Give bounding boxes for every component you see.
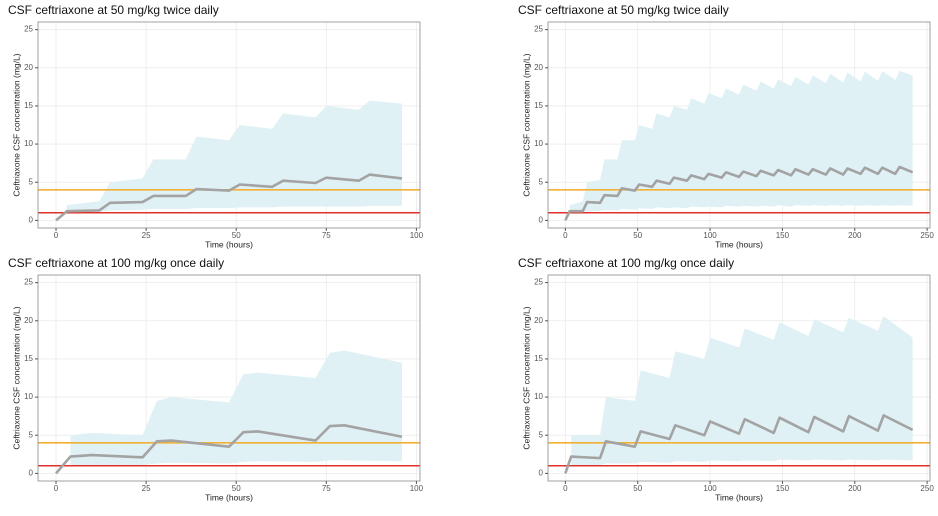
chart-title: CSF ceftriaxone at 100 mg/kg once daily [8, 256, 224, 270]
y-tick-label: 0 [539, 468, 544, 477]
y-axis-title: Ceftriaxone CSF concentration (mg/L) [11, 53, 21, 196]
y-tick-label: 10 [24, 392, 33, 401]
chart-title: CSF ceftriaxone at 50 mg/kg twice daily [8, 3, 219, 17]
ribbon [571, 316, 913, 466]
x-axis-title: Time (hours) [715, 239, 763, 249]
y-tick-label: 5 [539, 430, 544, 439]
x-tick-label: 100 [410, 231, 424, 240]
chart-title: CSF ceftriaxone at 50 mg/kg twice daily [518, 3, 729, 17]
x-tick-label: 0 [563, 231, 568, 240]
y-axis-title: Ceftriaxone CSF concentration (mg/L) [521, 53, 531, 196]
y-tick-label: 20 [534, 63, 543, 72]
median-line [564, 414, 914, 474]
y-tick-label: 15 [534, 101, 543, 110]
x-tick-label: 200 [848, 231, 862, 240]
x-axis-title: Time (hours) [715, 492, 763, 502]
ribbon [569, 70, 913, 213]
y-axis-title: Ceftriaxone CSF concentration (mg/L) [521, 306, 531, 449]
y-tick-label: 20 [24, 316, 33, 325]
y-tick-label: 10 [534, 392, 543, 401]
x-tick-label: 100 [703, 231, 717, 240]
x-axis-title: Time (hours) [205, 239, 253, 249]
plot-border [37, 21, 421, 229]
y-tick-label: 25 [534, 25, 543, 34]
x-tick-label: 75 [322, 484, 331, 493]
x-tick-label: 250 [920, 484, 934, 493]
y-tick-label: 20 [24, 63, 33, 72]
chart-title: CSF ceftriaxone at 100 mg/kg once daily [518, 256, 734, 270]
y-tick-label: 15 [24, 354, 33, 363]
y-tick-label: 15 [24, 101, 33, 110]
y-tick-label: 10 [24, 139, 33, 148]
plot-border [547, 21, 931, 229]
x-tick-label: 50 [633, 231, 642, 240]
median-line [55, 173, 403, 222]
x-tick-label: 200 [848, 484, 862, 493]
plot-border [547, 274, 931, 482]
y-tick-label: 25 [24, 278, 33, 287]
x-tick-label: 100 [410, 484, 424, 493]
x-tick-label: 50 [232, 231, 241, 240]
x-tick-label: 100 [703, 484, 717, 493]
median-line [564, 165, 914, 221]
x-tick-label: 150 [776, 484, 790, 493]
x-tick-label: 250 [920, 231, 934, 240]
median-line [55, 424, 403, 475]
ribbon [66, 100, 402, 213]
x-tick-label: 25 [142, 484, 151, 493]
y-tick-label: 25 [534, 278, 543, 287]
x-axis-title: Time (hours) [205, 492, 253, 502]
plot-border [37, 274, 421, 482]
x-tick-label: 0 [563, 484, 568, 493]
x-tick-label: 0 [54, 484, 59, 493]
y-tick-label: 0 [539, 215, 544, 224]
y-tick-label: 20 [534, 316, 543, 325]
x-tick-label: 150 [776, 231, 790, 240]
y-axis-title: Ceftriaxone CSF concentration (mg/L) [11, 306, 21, 449]
y-tick-label: 10 [534, 139, 543, 148]
y-tick-label: 5 [539, 177, 544, 186]
y-tick-label: 25 [24, 25, 33, 34]
y-tick-label: 0 [29, 215, 34, 224]
x-tick-label: 50 [633, 484, 642, 493]
y-tick-label: 5 [29, 177, 34, 186]
y-tick-label: 0 [29, 468, 34, 477]
x-tick-label: 0 [54, 231, 59, 240]
y-tick-label: 15 [534, 354, 543, 363]
x-tick-label: 50 [232, 484, 241, 493]
y-tick-label: 5 [29, 430, 34, 439]
x-tick-label: 75 [322, 231, 331, 240]
x-tick-label: 25 [142, 231, 151, 240]
